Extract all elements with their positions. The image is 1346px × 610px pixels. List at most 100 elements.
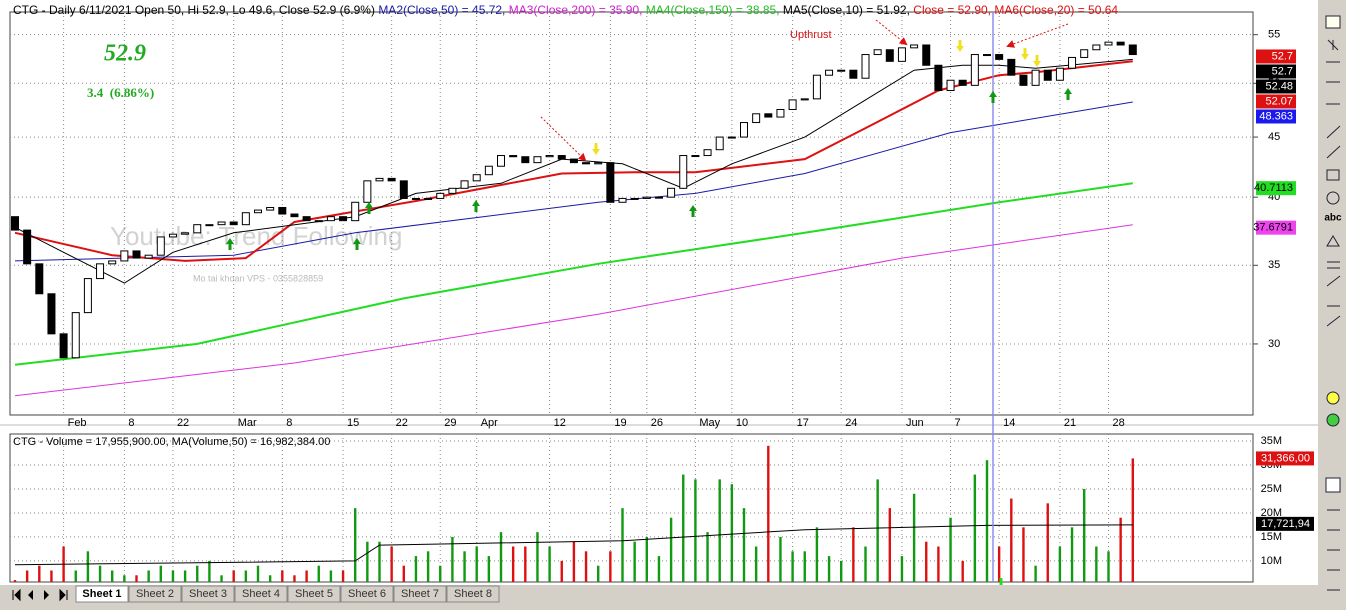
nav-next[interactable]	[44, 590, 49, 600]
volume-bar	[524, 546, 527, 582]
volume-bar	[111, 570, 114, 582]
x-tick-label: 28	[1113, 417, 1125, 429]
volume-bar	[597, 565, 600, 582]
candle	[1068, 56, 1077, 69]
header-segment: MA3(Close,200) = 35.90,	[509, 3, 646, 17]
big-price: 52.9	[104, 41, 146, 67]
candle	[83, 278, 92, 314]
nav-prev[interactable]	[28, 590, 33, 600]
nav-first[interactable]	[12, 588, 21, 602]
nav-last[interactable]	[59, 588, 68, 602]
candle	[727, 136, 736, 139]
x-tick-label: 10	[736, 417, 748, 429]
moving-average	[14, 182, 1133, 366]
x-tick-label: 19	[614, 417, 626, 429]
candle	[800, 98, 809, 101]
tool-icon[interactable]	[1326, 169, 1340, 181]
x-tick-label: 22	[396, 417, 408, 429]
tool-icon[interactable]	[1325, 15, 1341, 29]
volume-bar	[1022, 527, 1025, 582]
volume-tick-label: 25M	[1261, 483, 1282, 495]
candle	[314, 220, 323, 223]
candle	[339, 216, 348, 222]
candle	[484, 165, 493, 176]
tool-icon[interactable]	[1326, 413, 1340, 427]
sheet-tab-label: Sheet 1	[82, 588, 121, 600]
candle	[582, 162, 591, 165]
volume-bar	[25, 570, 29, 582]
sheet-tab[interactable]: Sheet 5	[287, 585, 341, 603]
candle	[448, 187, 457, 194]
sheet-tab-box	[340, 585, 394, 603]
sheet-tab[interactable]: Sheet 2	[128, 585, 182, 603]
candle	[387, 177, 396, 182]
volume-bar	[779, 536, 782, 582]
sheet-tab-box	[75, 585, 129, 603]
x-tick-label: 15	[347, 417, 359, 429]
sheet-tab[interactable]: Sheet 7	[393, 585, 447, 603]
candle	[885, 49, 894, 62]
sheet-tab[interactable]: Sheet 6	[340, 585, 394, 603]
candle	[96, 263, 105, 280]
sheet-tab-label: Sheet 6	[348, 588, 386, 600]
volume-bar	[1119, 517, 1122, 582]
candle	[193, 224, 202, 234]
tool-icon[interactable]	[1326, 125, 1341, 159]
sheet-tab-box	[393, 585, 447, 603]
sheet-tab[interactable]: Sheet 8	[446, 585, 500, 603]
volume-label-box	[1256, 451, 1314, 466]
sheet-tab-box	[234, 585, 288, 603]
volume-bar	[572, 541, 576, 582]
tool-icon[interactable]	[1327, 39, 1339, 51]
volume-bar	[439, 565, 442, 582]
volume-bar	[390, 546, 393, 582]
candle	[970, 54, 979, 86]
volume-bar	[159, 565, 162, 582]
volume-bar	[463, 551, 466, 582]
volume-bar	[196, 565, 199, 582]
candle	[278, 206, 287, 215]
tool-icon[interactable]	[1326, 391, 1340, 405]
candle	[460, 180, 469, 189]
volume-bar	[499, 532, 503, 582]
candle	[108, 260, 117, 265]
volume-bar	[366, 541, 369, 582]
candle	[521, 156, 530, 164]
watermark-note: Mo tai khoan VPS - 0355828859	[193, 273, 323, 283]
volume-bar	[657, 556, 661, 582]
sheet-tab[interactable]: Sheet 3	[181, 585, 235, 603]
volume-label: 17,721,94	[1261, 518, 1310, 530]
x-tick-label: 12	[554, 417, 566, 429]
volume-bar	[1107, 551, 1110, 582]
tool-icon[interactable]	[1327, 509, 1340, 591]
x-tick-label: 24	[845, 417, 857, 429]
sheet-tab[interactable]: Sheet 4	[234, 585, 288, 603]
header-segment: CTG - Daily 6/11/2021 Open 50, Hi 52.9, …	[13, 3, 378, 17]
x-tick-label: 26	[651, 417, 663, 429]
tool-icon[interactable]	[1326, 191, 1340, 205]
tool-icon[interactable]	[1326, 235, 1340, 247]
tool-icon[interactable]	[1325, 477, 1341, 493]
tool-icon[interactable]	[1326, 61, 1340, 105]
plot: 303540455055Feb822Mar8152229Apr121926May…	[10, 12, 1314, 582]
candle	[205, 224, 214, 227]
candle	[1007, 58, 1016, 76]
candle	[1019, 74, 1028, 86]
volume-label: 31,366,00	[1261, 452, 1310, 464]
candle	[411, 197, 420, 200]
tool-text[interactable]: abc	[1324, 213, 1342, 224]
candle	[120, 250, 129, 262]
candle	[1043, 69, 1052, 81]
candle	[545, 155, 554, 158]
candle	[132, 250, 141, 259]
volume-bar	[1058, 546, 1062, 582]
y-tick-label: 35	[1268, 259, 1280, 271]
candle	[594, 162, 603, 165]
sheet-tab[interactable]: Sheet 1	[75, 585, 129, 603]
y-tick-label: 45	[1268, 131, 1280, 143]
candle	[752, 113, 761, 124]
volume-bar	[38, 565, 41, 582]
tool-icon[interactable]	[1326, 261, 1341, 327]
volume-bar	[997, 546, 1001, 582]
